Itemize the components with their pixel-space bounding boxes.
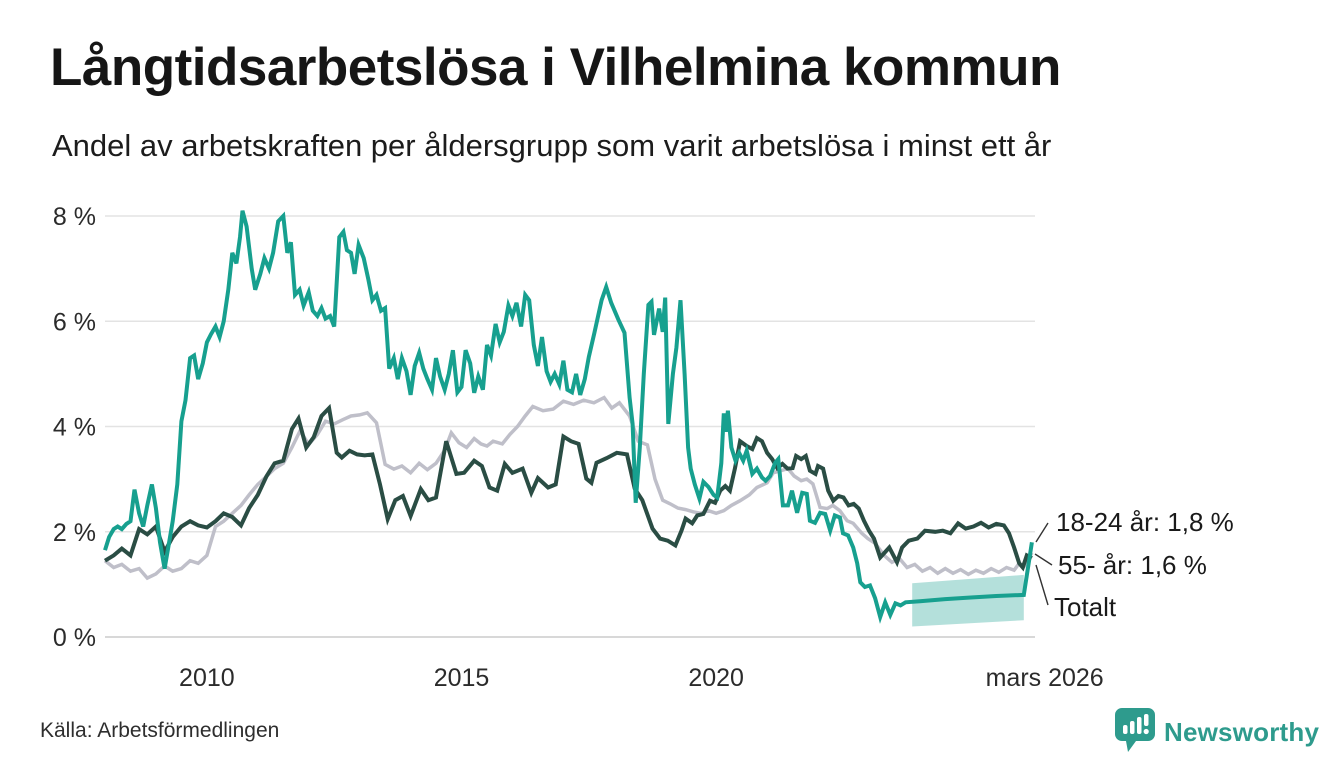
uncertainty-band [912, 574, 1024, 627]
source-label: Källa: Arbetsförmedlingen [40, 719, 280, 742]
page-title: Långtidsarbetslösa i Vilhelmina kommun [50, 38, 1061, 97]
y-tick-label: 6 % [53, 308, 96, 336]
annotation-label: Totalt [1054, 592, 1117, 622]
annotation-label: 55- år: 1,6 % [1058, 550, 1207, 580]
chart-subtitle: Andel av arbetskraften per åldersgrupp s… [52, 128, 1052, 163]
x-tick-label: 2010 [179, 664, 235, 692]
y-tick-label: 8 % [53, 203, 96, 231]
annotation-leader-line [1035, 564, 1049, 606]
annotation-label: 18-24 år: 1,8 % [1056, 507, 1234, 537]
newsworthy-wordmark: Newsworthy [1164, 716, 1320, 747]
y-tick-label: 2 % [53, 519, 96, 547]
x-tick-label: 2020 [688, 664, 744, 692]
annotation-leader-line [1034, 553, 1053, 566]
annotation-leader-line [1035, 522, 1049, 543]
y-tick-label: 4 % [53, 414, 96, 442]
newsworthy-branding: Newsworthy [1115, 708, 1319, 756]
series-line-1 [103, 403, 1033, 572]
series-line-2 [103, 210, 1034, 624]
y-tick-label: 0 % [53, 624, 96, 652]
x-tick-label: mars 2026 [986, 664, 1104, 692]
x-tick-label: 2015 [434, 664, 490, 692]
newsworthy-logo-icon [1115, 708, 1155, 752]
